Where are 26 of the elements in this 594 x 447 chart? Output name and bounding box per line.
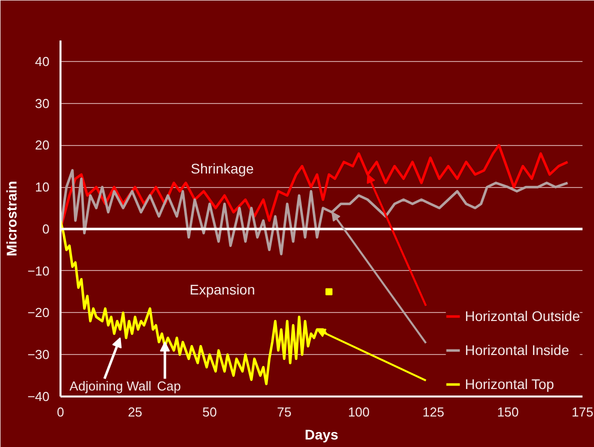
x-tick-label: 25 bbox=[128, 404, 142, 420]
legend-label: Horizontal Top bbox=[464, 376, 554, 392]
y-tick-label: 20 bbox=[35, 138, 50, 153]
y-tick-label: −10 bbox=[27, 263, 50, 278]
x-tick-label: 75 bbox=[276, 404, 292, 420]
legend-label: Horizontal Outside bbox=[464, 308, 580, 324]
y-tick-label: 0 bbox=[42, 221, 50, 236]
x-tick-label: 175 bbox=[572, 404, 594, 420]
y-tick-label: 30 bbox=[35, 96, 50, 111]
y-tick-label: −20 bbox=[27, 305, 50, 320]
y-tick-label: −30 bbox=[27, 347, 50, 362]
annotation: Shrinkage bbox=[190, 160, 254, 177]
legend-label: Horizontal Inside bbox=[464, 342, 570, 358]
y-tick-label: 10 bbox=[35, 180, 50, 195]
x-tick-label: 150 bbox=[497, 404, 519, 420]
x-tick-label: 0 bbox=[56, 404, 64, 420]
x-tick-label: 100 bbox=[348, 404, 370, 420]
annotation: Adjoining Wall bbox=[70, 378, 152, 394]
x-axis-title: Days bbox=[304, 426, 338, 442]
y-tick-label: 40 bbox=[35, 54, 50, 69]
x-tick-label: 125 bbox=[422, 404, 444, 420]
x-tick-label: 50 bbox=[202, 404, 217, 420]
annotation: Cap bbox=[156, 378, 181, 394]
annotation: Expansion bbox=[190, 282, 256, 298]
y-tick-label: −40 bbox=[27, 389, 50, 404]
y-axis-title: Microstrain bbox=[3, 180, 20, 256]
